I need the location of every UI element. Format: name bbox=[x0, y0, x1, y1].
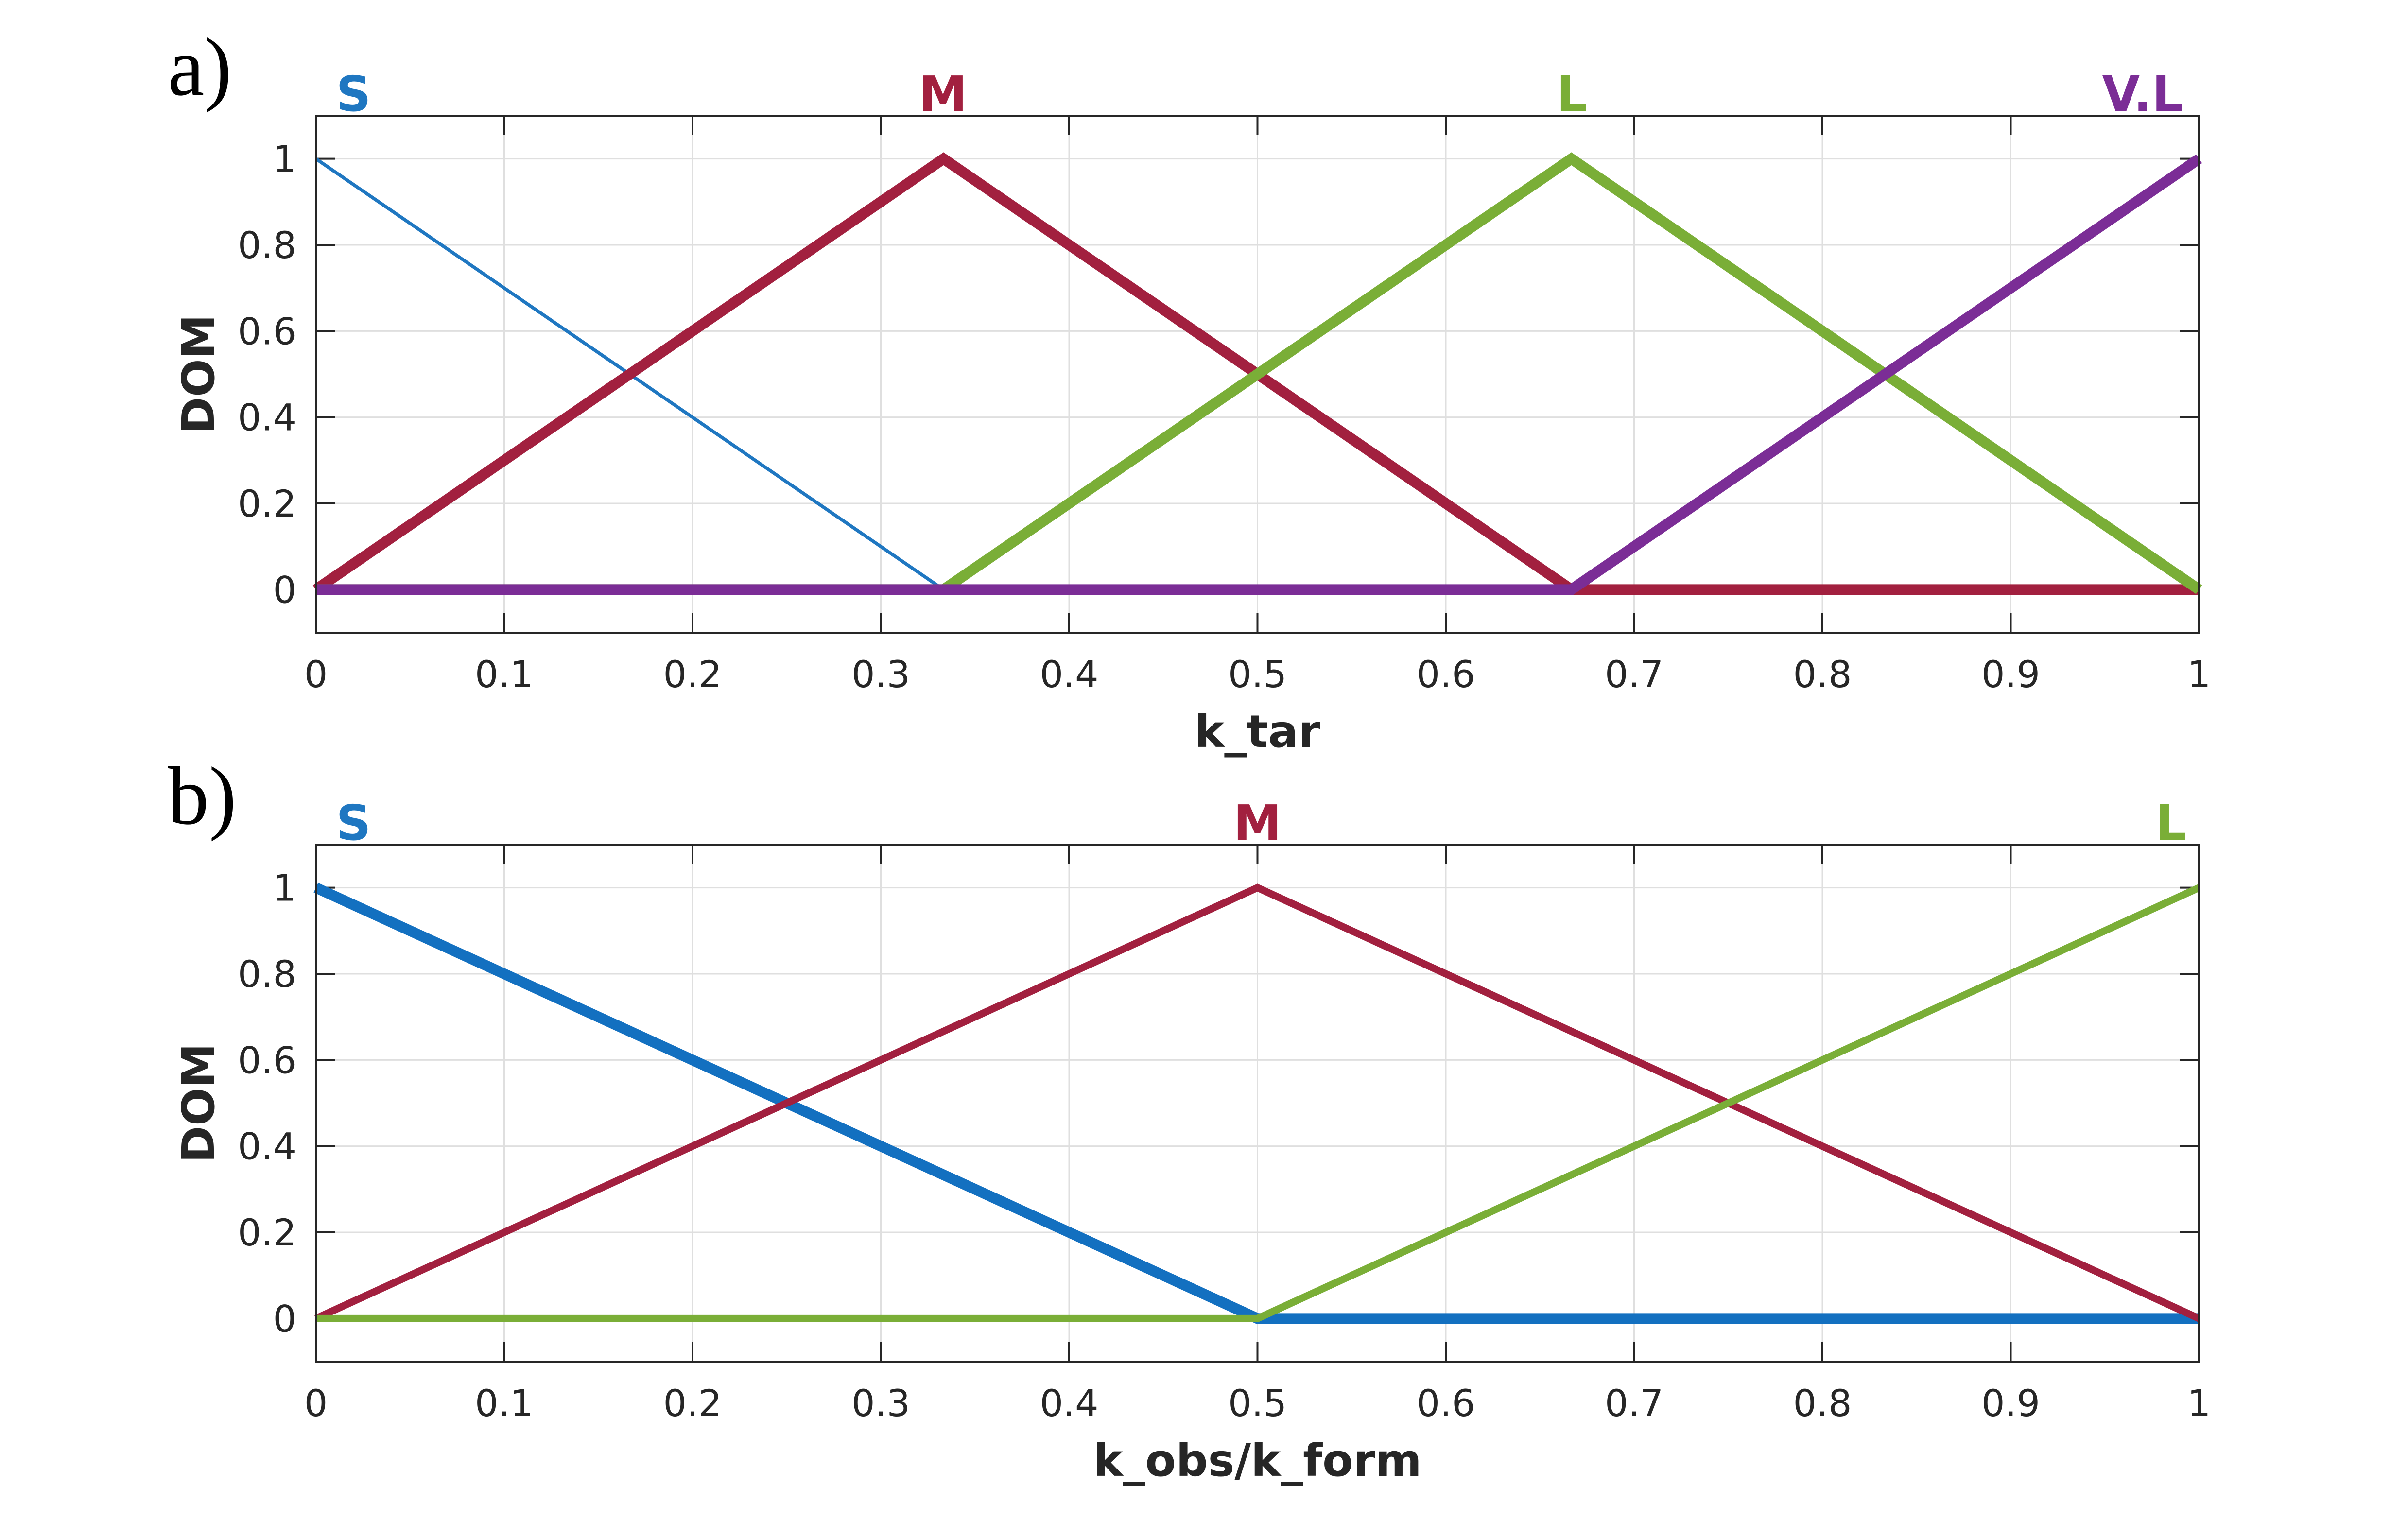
panel-b: 0 0.1 0.2 0.3 0.4 0.5 0.6 0.7 0.8 0.9 1 0 0.2 0.4 0.6 0… bbox=[168, 750, 2211, 1486]
membership-label: M bbox=[919, 66, 968, 122]
x-tick-label: 0.7 bbox=[1605, 653, 1663, 696]
panel-label: a) bbox=[168, 21, 232, 113]
x-tick-label: 0.4 bbox=[1040, 653, 1099, 696]
x-tick-label: 0 bbox=[304, 653, 328, 696]
x-tick-label: 0.1 bbox=[475, 653, 534, 696]
x-tick-label: 0.1 bbox=[475, 1382, 534, 1425]
x-tick-label: 0 bbox=[304, 1382, 328, 1425]
x-tick-label: 1 bbox=[2187, 1382, 2211, 1425]
y-tick-label: 0.2 bbox=[238, 482, 296, 525]
x-tick-label: 0.8 bbox=[1793, 1382, 1852, 1425]
x-tick-label: 1 bbox=[2187, 653, 2211, 696]
x-tick-label: 0.9 bbox=[1981, 653, 2040, 696]
y-tick-label: 0.6 bbox=[238, 1038, 296, 1082]
x-tick-label: 0.6 bbox=[1417, 653, 1475, 696]
membership-label: S bbox=[336, 795, 371, 851]
y-tick-label: 1 bbox=[273, 138, 296, 181]
membership-label: V.L bbox=[2102, 66, 2183, 122]
series-line-l bbox=[316, 884, 2201, 1322]
x-axis-label: k_obs/k_form bbox=[1093, 1435, 1421, 1486]
x-tick-label: 0.5 bbox=[1228, 1382, 1287, 1425]
y-tick-label: 0.2 bbox=[238, 1211, 296, 1254]
y-axis-label: DOM bbox=[173, 1043, 225, 1163]
y-tick-label: 0.8 bbox=[238, 952, 296, 996]
series-line-vl bbox=[316, 154, 2202, 595]
membership-label: L bbox=[1557, 66, 1588, 122]
y-tick-label: 0.4 bbox=[238, 396, 296, 439]
x-tick-label: 0.6 bbox=[1417, 1382, 1475, 1425]
x-tick-label: 0.9 bbox=[1981, 1382, 2040, 1425]
y-tick-label: 0 bbox=[273, 568, 296, 611]
y-tick-label: 0.8 bbox=[238, 224, 296, 267]
panel-label: b) bbox=[168, 750, 237, 842]
x-axis-label: k_tar bbox=[1195, 706, 1320, 758]
x-tick-label: 0.4 bbox=[1040, 1382, 1099, 1425]
membership-label: M bbox=[1233, 795, 1282, 851]
x-tick-label: 0.5 bbox=[1228, 653, 1287, 696]
series-line-m bbox=[314, 883, 2201, 1322]
y-tick-label: 0.4 bbox=[238, 1125, 296, 1168]
x-tick-label: 0.3 bbox=[851, 1382, 910, 1425]
membership-label: L bbox=[2155, 795, 2186, 851]
y-axis-label: DOM bbox=[173, 314, 225, 434]
plot-frame bbox=[315, 115, 2200, 634]
membership-label: S bbox=[336, 66, 371, 122]
y-tick-label: 0.6 bbox=[238, 310, 296, 353]
panel-a: 0 0.1 0.2 0.3 0.4 0.5 0.6 0.7 0.8 0.9 1 0 0.2 0.4 0.6 0… bbox=[168, 21, 2211, 758]
y-tick-label: 1 bbox=[273, 866, 296, 910]
x-tick-label: 0.7 bbox=[1605, 1382, 1663, 1425]
x-tick-label: 0.3 bbox=[851, 653, 910, 696]
x-tick-label: 0.2 bbox=[663, 653, 722, 696]
plot-frame bbox=[315, 844, 2200, 1363]
x-tick-label: 0.2 bbox=[663, 1382, 722, 1425]
y-tick-label: 0 bbox=[273, 1297, 296, 1340]
x-tick-label: 0.8 bbox=[1793, 653, 1852, 696]
